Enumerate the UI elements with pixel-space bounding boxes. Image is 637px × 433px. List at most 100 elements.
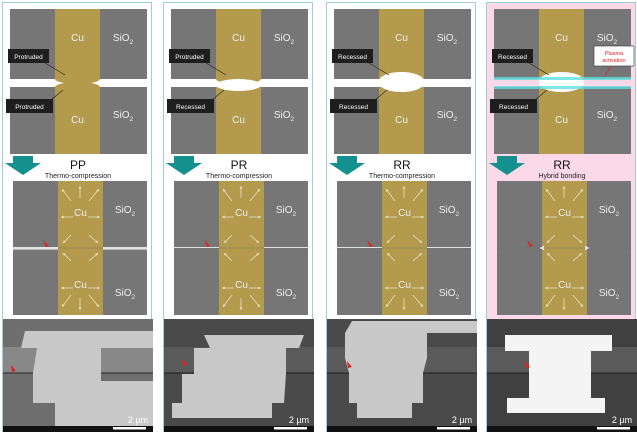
- lower-cu: [55, 87, 100, 154]
- cu-label: Cu: [74, 280, 87, 291]
- lower-surface-label-box: [167, 99, 214, 113]
- arrowhead: [95, 253, 98, 256]
- lower-cu-recess: [539, 74, 584, 92]
- cu-label: Cu: [398, 208, 411, 219]
- arrowhead: [579, 240, 582, 243]
- bonded-pad: [505, 335, 612, 413]
- upper-cu: [55, 9, 100, 79]
- arrowhead: [545, 215, 548, 219]
- arrowhead: [562, 186, 566, 189]
- interface-gap-right: [103, 247, 147, 250]
- sio2-label: SiO2: [439, 205, 460, 218]
- arrowhead: [420, 189, 423, 192]
- process-label: Hybrid bonding: [538, 173, 585, 180]
- cu-label: Cu: [555, 115, 568, 126]
- cu-label: Cu: [71, 33, 84, 44]
- arrowhead: [547, 253, 550, 256]
- sio2-label: SiO2: [115, 205, 136, 218]
- arrowhead: [419, 253, 422, 256]
- pre-bond-diagram: Cu Cu SiO2 SiO2 Recessed Recessed: [330, 9, 471, 154]
- lower-cu: [539, 87, 584, 154]
- arrowhead: [222, 215, 225, 219]
- sem-image: 2 µm: [164, 319, 314, 432]
- process-label: Thermo-compression: [206, 173, 272, 180]
- arrowhead: [96, 189, 99, 192]
- arrowhead: [546, 189, 549, 192]
- pre-bond-diagram: Cu Cu SiO2 SiO2 Protruded Protruded: [6, 9, 147, 154]
- arrowhead: [546, 304, 549, 307]
- sio2-label: SiO2: [597, 110, 618, 123]
- arrowhead: [239, 186, 243, 189]
- arrowhead: [257, 304, 260, 307]
- bonded-pad: [21, 331, 153, 428]
- arrowhead: [222, 286, 225, 290]
- red-marker-arrow: [347, 361, 352, 368]
- sio2-label: SiO2: [439, 288, 460, 301]
- panel-pr-2: Cu Cu SiO2 SiO2 Protruded Recessed PR Thermo-co…: [163, 2, 314, 432]
- cu-label: Cu: [235, 280, 248, 291]
- post-bond-diagram: Cu Cu SiO2 SiO2: [174, 181, 308, 315]
- panel-title: PR: [231, 158, 248, 172]
- arrowhead: [95, 240, 98, 243]
- arrowhead: [386, 189, 389, 192]
- lower-surface-label: Protruded: [15, 104, 44, 111]
- cu-label: Cu: [74, 208, 87, 219]
- lower-surface-label-box: [330, 99, 377, 113]
- plasma-activation-box: [593, 45, 635, 67]
- sio2-label: SiO2: [437, 33, 458, 46]
- bonded-pad: [345, 321, 477, 418]
- upper-cu: [539, 9, 584, 79]
- sem-image: 2 µm: [487, 319, 637, 432]
- red-marker-arrow: [527, 240, 533, 247]
- arrowhead: [258, 215, 261, 219]
- plasma-label: activation: [602, 58, 625, 64]
- lower-surface-label: Recessed: [339, 104, 368, 111]
- arrowhead: [402, 186, 406, 189]
- sio2-label: SiO2: [597, 33, 618, 46]
- cu-label: Cu: [232, 115, 245, 126]
- pointer-line: [50, 89, 64, 101]
- sio2-label: SiO2: [274, 33, 295, 46]
- upper-surface-label: Recessed: [498, 54, 527, 61]
- sio2-label: SiO2: [113, 33, 134, 46]
- scale-bar-label: 2 µm: [612, 415, 632, 425]
- arrowhead: [419, 240, 422, 243]
- upper-surface-label-box: [332, 49, 373, 63]
- lower-surface-label: Recessed: [176, 104, 205, 111]
- sem-image: 2 µm: [3, 319, 153, 432]
- plasma-layer-lower: [494, 86, 631, 89]
- arrowhead: [97, 286, 100, 290]
- process-label: Thermo-compression: [45, 173, 111, 180]
- post-bond-diagram: Cu Cu SiO2 SiO2: [497, 181, 631, 315]
- arrowhead: [547, 240, 550, 243]
- panel-title: PP: [70, 158, 86, 172]
- sio2-label: SiO2: [599, 205, 620, 218]
- interface-gap-right: [264, 247, 308, 248]
- upper-surface-label: Protruded: [175, 54, 204, 61]
- red-marker-arrow: [525, 361, 530, 368]
- arrowhead: [581, 215, 584, 219]
- cu-label: Cu: [558, 280, 571, 291]
- sio2-label: SiO2: [274, 110, 295, 123]
- arrowhead: [63, 253, 66, 256]
- cu-label: Cu: [71, 115, 84, 126]
- panel-svg: Cu Cu SiO2 SiO2 Protruded Recessed PRThermo-co…: [164, 9, 314, 432]
- lower-cu-protrusion: [55, 82, 100, 92]
- plasma-pointer: [604, 66, 612, 76]
- lower-surface-label: Recessed: [499, 104, 528, 111]
- panel-title: RR: [393, 158, 411, 172]
- arrowhead: [223, 304, 226, 307]
- cu-label: Cu: [232, 33, 245, 44]
- lower-cu: [379, 87, 424, 154]
- scale-bar-label: 2 µm: [452, 415, 472, 425]
- arrowhead: [385, 215, 388, 219]
- pointer-line: [44, 62, 66, 76]
- arrowhead: [385, 286, 388, 290]
- upper-surface-label-box: [8, 49, 49, 63]
- process-arrow-icon: [166, 156, 202, 175]
- arrowhead: [63, 240, 66, 243]
- red-marker-arrow: [367, 240, 373, 247]
- arrowhead: [581, 286, 584, 290]
